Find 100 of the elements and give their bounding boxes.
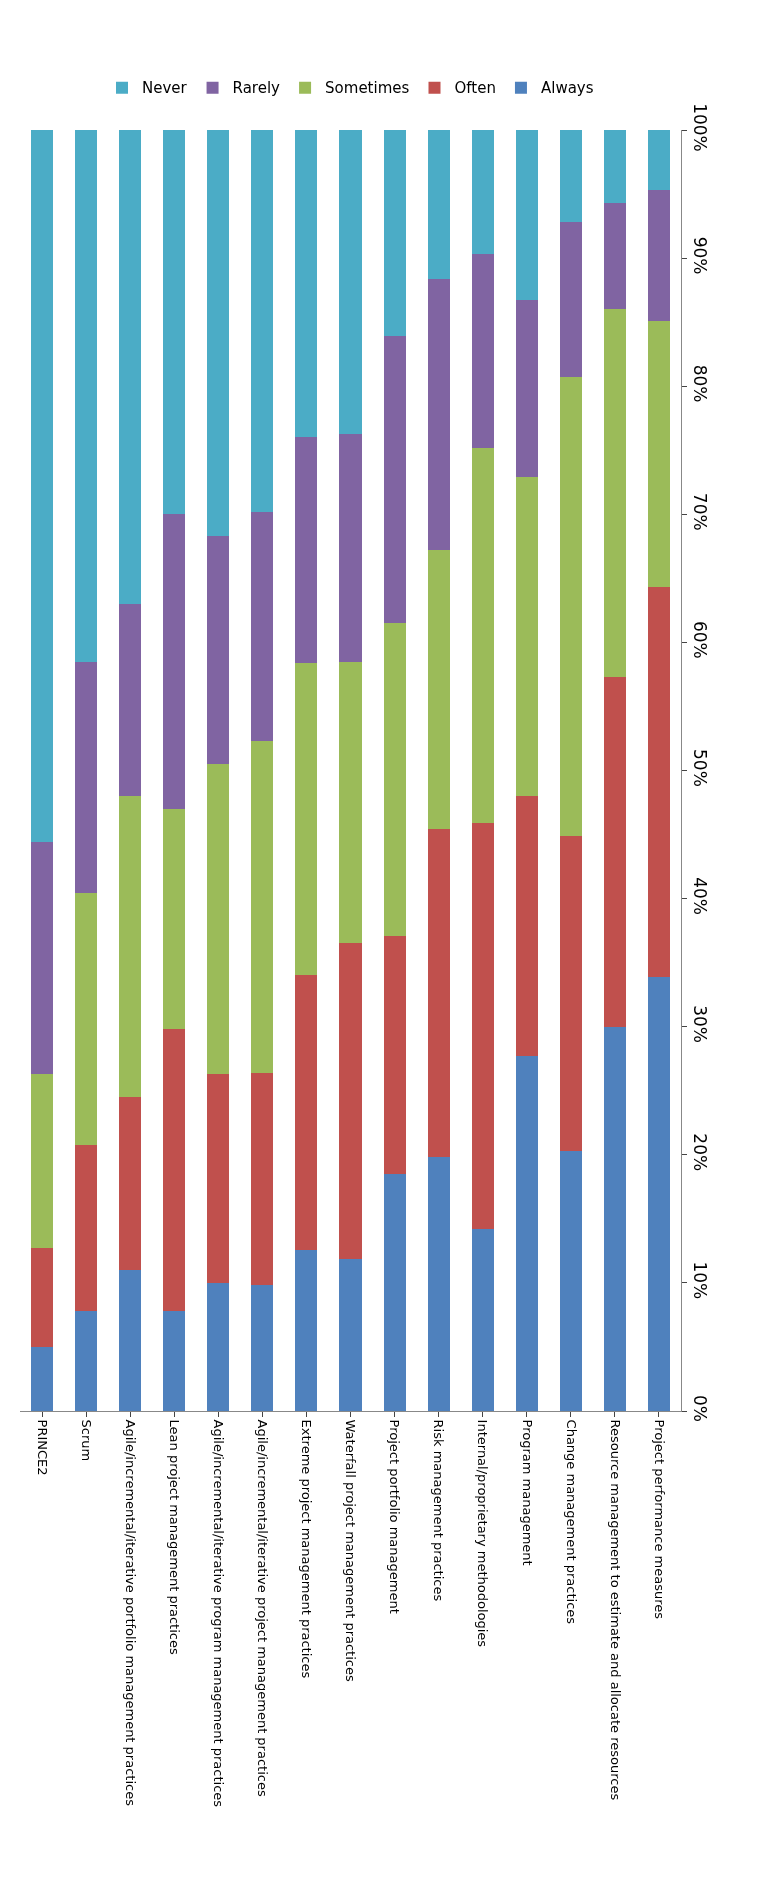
bar — [647, 976, 670, 1411]
bar — [603, 130, 626, 204]
bar — [383, 130, 406, 337]
bar — [75, 893, 98, 1145]
bar — [119, 1270, 142, 1411]
bar — [75, 661, 98, 894]
bar — [515, 796, 538, 1057]
bar — [295, 662, 318, 976]
bar — [251, 741, 274, 1073]
x-tick-label: Change management practices — [563, 1419, 579, 1625]
y-tick-label: 10% — [689, 1261, 710, 1300]
bar — [295, 437, 318, 663]
x-tick-label: Lean project management practices — [167, 1419, 182, 1655]
bar — [119, 1097, 142, 1271]
bar — [251, 1285, 274, 1411]
legend-label: Always — [540, 79, 594, 98]
x-tick-label: Program management — [519, 1419, 535, 1566]
bar — [295, 975, 318, 1250]
bar — [75, 130, 98, 662]
bar — [383, 623, 406, 936]
bar — [163, 1029, 186, 1312]
y-tick-label: 40% — [689, 877, 710, 915]
x-tick-label: Agile/incremental/iterative program management practices — [211, 1419, 227, 1808]
bar — [471, 823, 494, 1230]
x-tick-label: Project portfolio management — [387, 1419, 403, 1614]
y-tick-label: 20% — [689, 1133, 710, 1172]
bar — [339, 433, 362, 662]
x-tick-label: Scrum — [78, 1419, 94, 1462]
x-tick-label: Agile/incremental/iterative project management practices — [255, 1419, 271, 1797]
bar — [515, 300, 538, 478]
bar — [427, 130, 450, 279]
x-tick-label: Agile/incremental/iterative portfolio management practices — [122, 1419, 138, 1807]
bar — [559, 1150, 582, 1411]
bar — [163, 1311, 186, 1411]
legend-label: Rarely — [232, 79, 281, 98]
bar — [647, 190, 670, 321]
bar — [603, 203, 626, 310]
bar — [251, 130, 274, 512]
bar — [603, 676, 626, 1027]
x-tick-label: Extreme project management practices — [299, 1419, 315, 1679]
bar — [207, 1282, 230, 1411]
bar — [75, 1144, 98, 1312]
bar — [383, 336, 406, 624]
y-tick-label: 80% — [689, 364, 710, 403]
legend-label: Sometimes — [325, 79, 410, 98]
y-tick-label: 70% — [689, 492, 710, 531]
bar — [559, 835, 582, 1151]
bar — [515, 477, 538, 797]
bar — [603, 309, 626, 677]
bar — [207, 130, 230, 537]
bar — [471, 254, 494, 448]
bar — [75, 1311, 98, 1411]
legend-label: Often — [454, 79, 496, 98]
bar — [427, 278, 450, 551]
bar — [31, 842, 54, 1075]
y-tick-label: 50% — [689, 749, 710, 787]
bar — [251, 511, 274, 742]
bar — [427, 829, 450, 1158]
bar — [207, 536, 230, 765]
bar — [339, 130, 362, 434]
bar — [31, 1248, 54, 1347]
bar — [163, 130, 186, 515]
y-tick-label: 100% — [689, 103, 710, 152]
bar — [471, 447, 494, 824]
bar — [163, 514, 186, 809]
bar — [471, 130, 494, 255]
bar — [207, 764, 230, 1075]
bar — [515, 130, 538, 301]
y-tick-label: 30% — [689, 1005, 710, 1044]
bar — [383, 935, 406, 1175]
bar — [603, 1026, 626, 1411]
y-tick-label: 90% — [689, 236, 710, 275]
bar — [339, 943, 362, 1259]
x-tick-label: Project performance measures — [651, 1419, 667, 1620]
bar — [295, 130, 318, 438]
x-tick-label: Waterfall project management practices — [343, 1419, 359, 1682]
bar — [295, 1249, 318, 1411]
x-tick-label: Resource management to estimate and allocate resources — [607, 1419, 623, 1801]
x-tick-label: PRINCE2 — [34, 1419, 50, 1476]
bar — [339, 661, 362, 944]
bar — [647, 130, 670, 191]
bar — [383, 1174, 406, 1411]
bar — [207, 1074, 230, 1283]
bar — [339, 1258, 362, 1411]
bar — [427, 550, 450, 830]
bar — [251, 1072, 274, 1286]
bar — [119, 796, 142, 1098]
bar — [427, 1157, 450, 1411]
bar — [559, 130, 582, 223]
bar — [119, 130, 142, 604]
bar — [119, 603, 142, 797]
x-tick-label: Risk management practices — [431, 1419, 447, 1602]
y-tick-label: 0% — [689, 1394, 710, 1422]
bar — [31, 1074, 54, 1249]
bar — [559, 222, 582, 378]
bar — [515, 1056, 538, 1411]
bar — [163, 808, 186, 1030]
x-tick-label: Internal/proprietary methodologies — [475, 1419, 491, 1648]
bar — [31, 130, 54, 843]
bar — [647, 320, 670, 588]
